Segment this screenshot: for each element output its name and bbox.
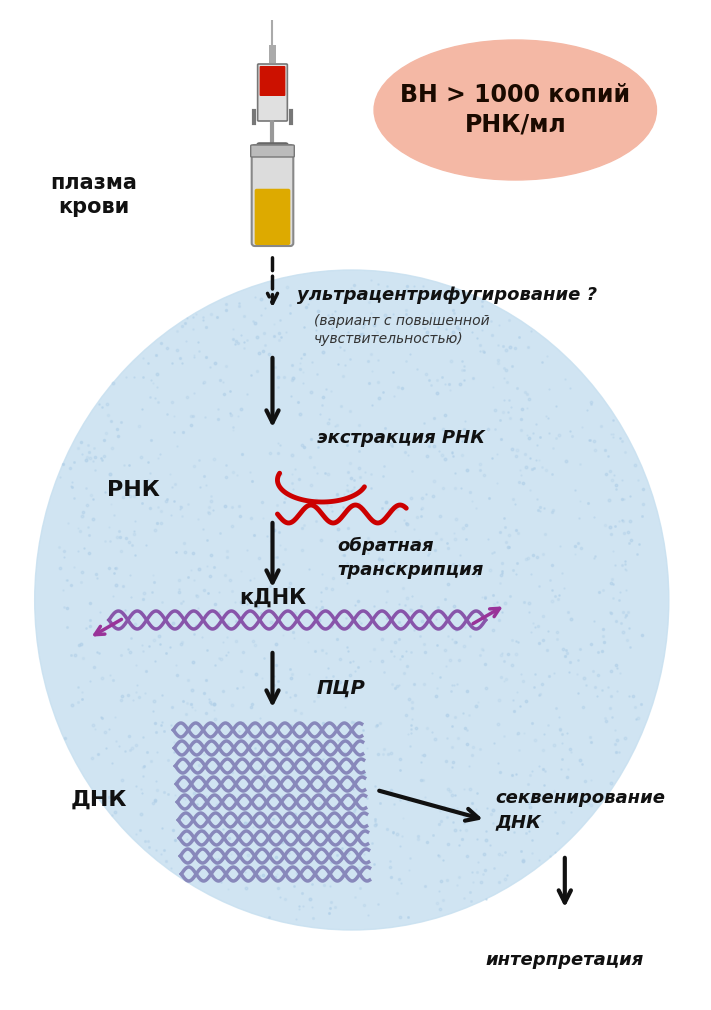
Text: ДНК: ДНК [71, 790, 127, 810]
Text: ВН > 1000 копий
РНК/мл: ВН > 1000 копий РНК/мл [400, 83, 631, 136]
Ellipse shape [374, 40, 656, 180]
Text: обратная
транскрипция: обратная транскрипция [337, 537, 483, 579]
FancyBboxPatch shape [269, 45, 277, 63]
FancyBboxPatch shape [260, 66, 285, 96]
FancyBboxPatch shape [251, 145, 294, 157]
Ellipse shape [35, 270, 669, 930]
Text: РНК: РНК [107, 480, 160, 500]
Text: экстракция РНК: экстракция РНК [317, 429, 485, 447]
FancyBboxPatch shape [252, 145, 294, 246]
FancyBboxPatch shape [257, 64, 287, 121]
Text: интерпретация: интерпретация [486, 951, 644, 969]
FancyBboxPatch shape [255, 189, 290, 245]
Text: секвенирование
ДНК: секвенирование ДНК [496, 789, 665, 831]
Text: кДНК: кДНК [239, 588, 306, 608]
Text: ультрацентрифугирование ?: ультрацентрифугирование ? [297, 286, 597, 304]
Text: ПЦР: ПЦР [317, 679, 366, 698]
Text: (вариант с повышенной
чувствительностью): (вариант с повышенной чувствительностью) [314, 313, 490, 346]
Text: плазма
крови: плазма крови [50, 173, 137, 217]
